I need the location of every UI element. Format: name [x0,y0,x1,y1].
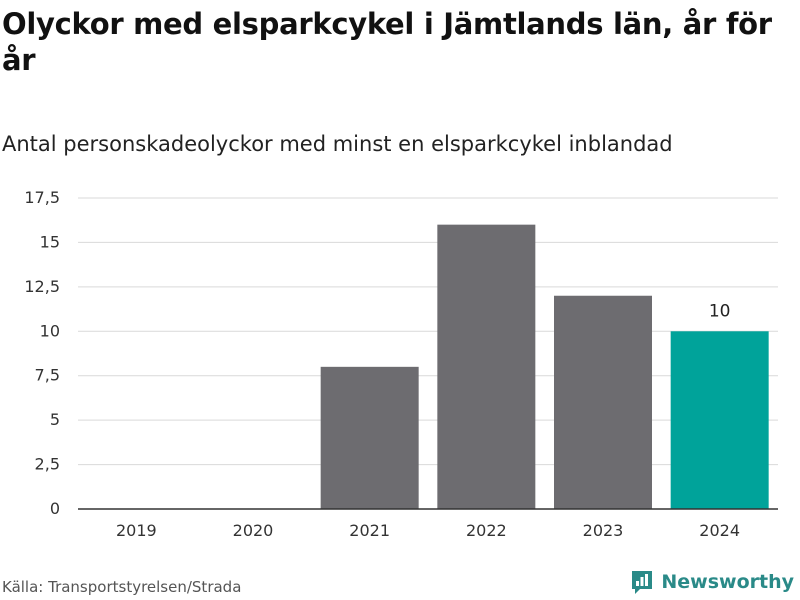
x-tick-label: 2021 [349,521,390,540]
bar-chart-logo-icon [632,571,653,594]
y-tick-label: 12,5 [24,277,60,296]
x-tick-label: 2019 [116,521,157,540]
y-tick-label: 10 [40,321,60,340]
bar [437,224,536,509]
brand-logo: Newsworthy [629,569,794,595]
bar [320,366,419,509]
y-tick-label: 0 [50,499,60,518]
y-tick-label: 5 [50,410,60,429]
chart-title: Olyckor med elsparkcykel i Jämtlands län… [2,7,772,77]
y-tick-label: 2,5 [35,455,60,474]
y-tick-label: 15 [40,232,60,251]
bar [554,295,652,509]
bar [670,331,769,509]
bar-chart: 0 2,5 5 7,5 10 12,5 15 17,5 2019 2020 2021 2022 2023… [24,188,778,540]
x-tick-label: 2024 [699,521,740,540]
data-label: 10 [709,301,731,321]
x-tick-label: 2020 [233,521,274,540]
chart-subtitle: Antal personskadeolyckor med minst en el… [2,132,673,156]
source-note: Källa: Transportstyrelsen/Strada [2,578,242,596]
x-tick-label: 2022 [466,521,507,540]
y-tick-label: 7,5 [35,366,60,385]
y-tick-label: 17,5 [24,188,60,207]
x-tick-label: 2023 [583,521,624,540]
brand-name: Newsworthy [661,571,794,593]
